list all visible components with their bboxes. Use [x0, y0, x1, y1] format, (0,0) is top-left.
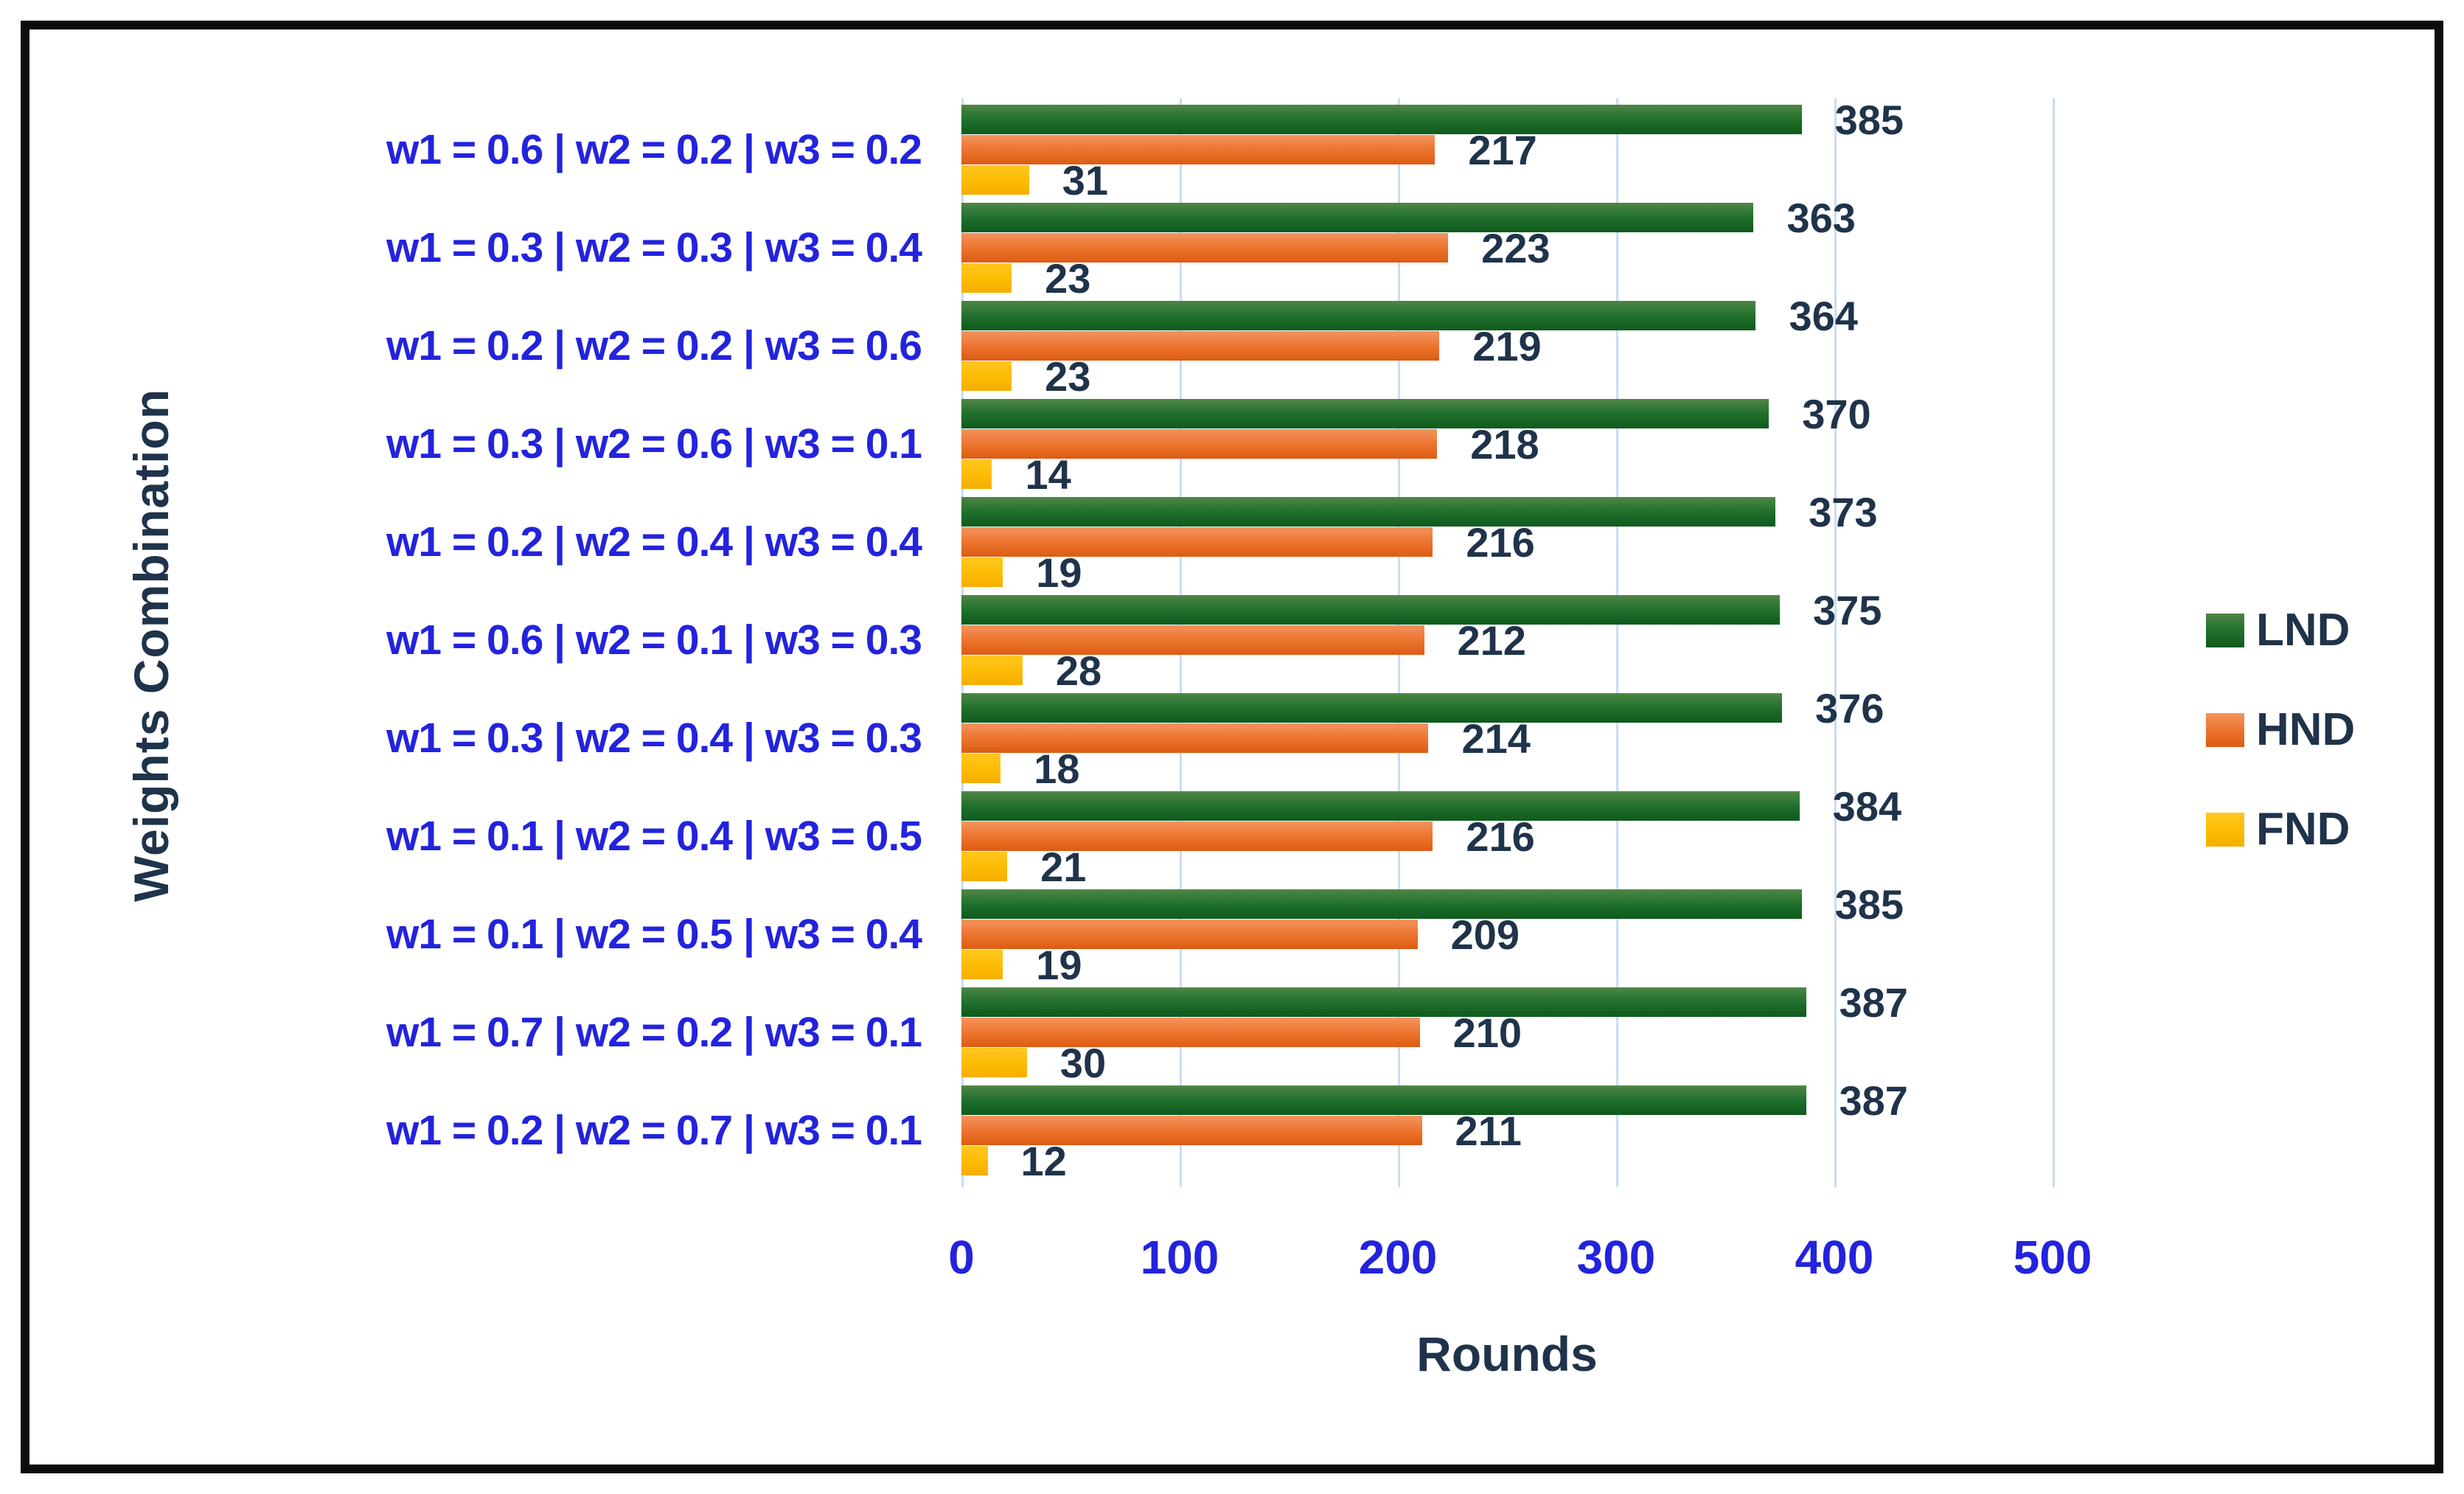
lnd-bar [961, 203, 1754, 232]
hnd-bar [961, 429, 1438, 459]
x-tick-label: 0 [948, 1231, 975, 1284]
lnd-bar [961, 595, 1780, 625]
category-label: w1 = 0.6 | w2 = 0.1 | w3 = 0.3 [386, 616, 922, 664]
lnd-value-label: 375 [1813, 586, 1882, 633]
fnd-bar [961, 361, 1012, 391]
hnd-bar [961, 920, 1418, 949]
lnd-value-label: 384 [1832, 782, 1902, 830]
legend-label: LND [2256, 605, 2350, 656]
chart-border [21, 21, 2443, 1473]
hnd-value-label: 210 [1452, 1009, 1522, 1056]
hnd-bar [961, 331, 1440, 361]
hnd-value-label: 211 [1455, 1107, 1522, 1154]
lnd-bar [961, 399, 1769, 428]
lnd-bar [961, 497, 1776, 527]
fnd-bar [961, 459, 992, 489]
lnd-bar [961, 1085, 1806, 1115]
fnd-bar [961, 1048, 1027, 1077]
category-label: w1 = 0.3 | w2 = 0.3 | w3 = 0.4 [386, 224, 922, 271]
fnd-value-label: 12 [1020, 1137, 1067, 1184]
category-label: w1 = 0.6 | w2 = 0.2 | w3 = 0.2 [386, 126, 922, 173]
hnd-bar [961, 625, 1424, 655]
fnd-legend-swatch [2206, 812, 2244, 847]
x-axis-title: Rounds [1416, 1327, 1598, 1381]
hnd-bar [961, 527, 1433, 557]
legend-label: HND [2256, 704, 2356, 755]
lnd-value-label: 376 [1814, 684, 1884, 732]
hnd-bar [961, 135, 1435, 164]
lnd-bar [961, 105, 1802, 134]
category-label: w1 = 0.1 | w2 = 0.4 | w3 = 0.5 [386, 813, 922, 860]
gridline [1616, 98, 1618, 1187]
lnd-legend-swatch [2206, 613, 2244, 647]
category-label: w1 = 0.3 | w2 = 0.4 | w3 = 0.3 [386, 715, 922, 762]
category-label: w1 = 0.7 | w2 = 0.2 | w3 = 0.1 [386, 1009, 922, 1056]
fnd-bar [961, 950, 1003, 979]
hnd-bar [961, 1018, 1420, 1047]
fnd-bar [961, 754, 1001, 783]
lnd-value-label: 373 [1809, 488, 1878, 535]
hnd-value-label: 212 [1457, 616, 1526, 664]
fnd-bar [961, 852, 1008, 881]
fnd-bar [961, 1146, 988, 1175]
lnd-value-label: 364 [1789, 292, 1858, 339]
lnd-value-label: 363 [1786, 194, 1856, 241]
category-label: w1 = 0.2 | w2 = 0.7 | w3 = 0.1 [386, 1107, 922, 1154]
lnd-bar [961, 693, 1782, 723]
hnd-legend-swatch [2206, 712, 2244, 747]
fnd-value-label: 30 [1059, 1039, 1107, 1086]
hnd-value-label: 216 [1466, 518, 1535, 566]
x-tick-label: 100 [1140, 1231, 1219, 1284]
hnd-value-label: 219 [1472, 322, 1542, 369]
lnd-bar [961, 791, 1800, 821]
hnd-bar [961, 821, 1433, 851]
hnd-value-label: 217 [1468, 126, 1537, 173]
hnd-value-label: 209 [1450, 911, 1520, 958]
category-label: w1 = 0.3 | w2 = 0.6 | w3 = 0.1 [386, 420, 922, 468]
lnd-value-label: 370 [1802, 390, 1871, 437]
fnd-value-label: 19 [1036, 941, 1082, 988]
lnd-value-label: 385 [1834, 96, 1904, 143]
lnd-bar [961, 987, 1806, 1017]
hnd-value-label: 223 [1481, 224, 1551, 271]
hnd-bar [961, 1116, 1422, 1145]
fnd-value-label: 21 [1040, 843, 1087, 890]
fnd-value-label: 23 [1045, 254, 1091, 302]
fnd-bar [961, 557, 1003, 587]
fnd-value-label: 23 [1045, 352, 1091, 400]
x-tick-label: 200 [1358, 1231, 1438, 1284]
fnd-value-label: 14 [1025, 451, 1071, 498]
lnd-value-label: 387 [1839, 1077, 1908, 1124]
lnd-bar [961, 301, 1756, 330]
lnd-value-label: 387 [1839, 979, 1908, 1026]
gridline [1834, 98, 1837, 1187]
category-label: w1 = 0.1 | w2 = 0.5 | w3 = 0.4 [386, 911, 922, 958]
hnd-value-label: 214 [1461, 715, 1531, 762]
legend-label: FND [2256, 804, 2350, 855]
fnd-bar [961, 263, 1012, 293]
fnd-value-label: 18 [1034, 745, 1080, 792]
fnd-bar [961, 165, 1029, 195]
category-label: w1 = 0.2 | w2 = 0.4 | w3 = 0.4 [386, 518, 922, 566]
lnd-bar [961, 889, 1802, 919]
x-tick-label: 500 [2013, 1231, 2092, 1284]
gridline [2053, 98, 2055, 1187]
category-label: w1 = 0.2 | w2 = 0.2 | w3 = 0.6 [386, 322, 922, 369]
x-tick-label: 400 [1795, 1231, 1874, 1284]
fnd-value-label: 31 [1062, 156, 1109, 204]
legend-item-lnd: LND [2206, 604, 2350, 656]
hnd-value-label: 218 [1470, 420, 1539, 468]
hnd-bar [961, 233, 1449, 263]
x-tick-label: 300 [1576, 1231, 1656, 1284]
legend-item-fnd: FND [2206, 803, 2350, 855]
lnd-value-label: 385 [1834, 880, 1904, 928]
fnd-value-label: 28 [1055, 647, 1102, 694]
hnd-value-label: 216 [1466, 813, 1535, 860]
hnd-bar [961, 723, 1429, 753]
fnd-bar [961, 656, 1023, 685]
fnd-value-label: 19 [1036, 549, 1082, 596]
legend-item-hnd: HND [2206, 703, 2355, 756]
